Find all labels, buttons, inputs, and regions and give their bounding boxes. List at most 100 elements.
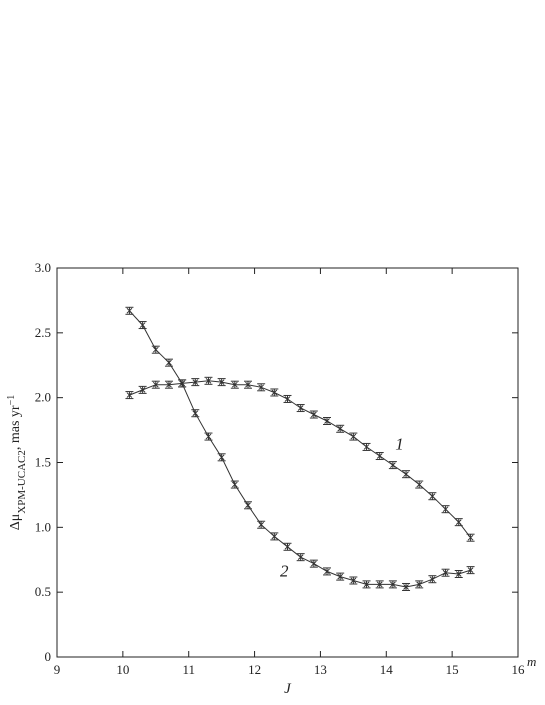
marker-stroke	[166, 381, 172, 388]
marker-stroke	[337, 573, 344, 580]
marker-stroke	[310, 411, 317, 418]
marker-stroke	[152, 346, 159, 353]
y-tick-label: 0	[45, 649, 52, 664]
marker-stroke	[179, 380, 185, 387]
marker-stroke	[231, 481, 238, 488]
marker-stroke	[416, 581, 423, 588]
marker-stroke	[429, 493, 436, 500]
data-point	[309, 559, 318, 568]
data-point	[217, 378, 226, 387]
marker-stroke	[271, 389, 278, 396]
marker-stroke	[258, 384, 265, 391]
data-point	[402, 582, 411, 591]
data-point	[204, 376, 213, 385]
data-point	[230, 380, 239, 389]
data-point	[296, 553, 305, 562]
marker-stroke	[126, 392, 133, 398]
marker-stroke	[166, 359, 172, 366]
data-point	[402, 470, 411, 479]
data-point	[323, 567, 332, 576]
marker-stroke	[205, 433, 212, 440]
series-1	[125, 376, 475, 542]
data-point	[138, 321, 147, 330]
x-tick-label: 15	[446, 662, 459, 677]
marker-stroke	[363, 444, 370, 450]
marker-stroke	[416, 481, 423, 488]
x-tick-label: 12	[248, 662, 261, 677]
series-2	[125, 306, 475, 591]
marker-stroke	[390, 462, 396, 468]
marker-stroke	[324, 418, 330, 424]
data-point	[191, 409, 200, 418]
marker-stroke	[467, 567, 474, 573]
data-point	[323, 417, 332, 426]
series-2-line	[129, 310, 471, 588]
data-point	[349, 576, 358, 585]
y-tick-label: 1.0	[35, 519, 51, 534]
marker-stroke	[218, 379, 225, 385]
marker-stroke	[126, 307, 133, 314]
data-point	[296, 404, 305, 413]
data-point	[336, 424, 345, 433]
data-point	[415, 580, 424, 589]
marker-stroke	[192, 379, 199, 385]
x-tick-label: 13	[314, 662, 327, 677]
data-point	[204, 432, 213, 441]
data-point	[375, 580, 384, 589]
marker-stroke	[455, 519, 462, 526]
data-point	[336, 572, 345, 581]
marker-stroke	[271, 533, 278, 540]
data-point	[283, 542, 292, 551]
data-point	[362, 580, 371, 589]
marker-stroke	[403, 471, 409, 478]
marker-stroke	[139, 387, 146, 393]
marker-stroke	[350, 433, 357, 440]
marker-stroke	[390, 581, 396, 588]
data-point	[243, 501, 252, 510]
data-point	[217, 453, 226, 462]
marker-stroke	[258, 521, 265, 528]
data-point	[230, 480, 239, 489]
marker-stroke	[245, 502, 251, 509]
data-point	[454, 570, 463, 579]
x-tick-label: 10	[116, 662, 129, 677]
data-point	[441, 505, 450, 514]
data-point	[257, 383, 266, 392]
marker-stroke	[442, 569, 449, 576]
data-point	[388, 461, 397, 470]
marker-stroke	[231, 381, 238, 388]
data-point	[375, 452, 384, 461]
labels-layer: 12	[280, 435, 404, 581]
y-tick-label: 2.0	[35, 390, 51, 405]
data-point	[151, 345, 160, 354]
x-tick-label: 9	[54, 662, 61, 677]
x-axis-title: J	[284, 681, 292, 697]
data-point	[178, 379, 187, 388]
data-point	[125, 306, 134, 315]
data-point	[243, 380, 252, 389]
data-point	[283, 394, 292, 403]
marker-stroke	[376, 453, 383, 459]
marker-stroke	[350, 577, 357, 584]
data-point	[388, 580, 397, 589]
x-tick-label: 14	[380, 662, 394, 677]
marker-stroke	[297, 554, 304, 561]
y-tick-label: 1.5	[35, 455, 51, 470]
marker-stroke	[284, 396, 291, 402]
marker-stroke	[139, 322, 146, 328]
data-point	[151, 380, 160, 389]
data-point	[428, 575, 437, 584]
y-axis-title: ΔμXPM-UCAC2, mas yr−1	[6, 395, 29, 530]
y-tick-label: 0.5	[35, 584, 51, 599]
marker-stroke	[205, 377, 212, 384]
plot-area: 9 10 11 12 13 14 15 16m00.51.01.52.02.53.0JΔμXP…	[6, 260, 537, 697]
data-point	[164, 380, 173, 389]
plot-frame	[56, 267, 519, 658]
marker-stroke	[429, 576, 436, 583]
data-point	[466, 566, 475, 575]
data-point	[138, 385, 147, 394]
marker-stroke	[192, 410, 199, 417]
data-point	[257, 520, 266, 529]
data-point	[270, 388, 279, 397]
